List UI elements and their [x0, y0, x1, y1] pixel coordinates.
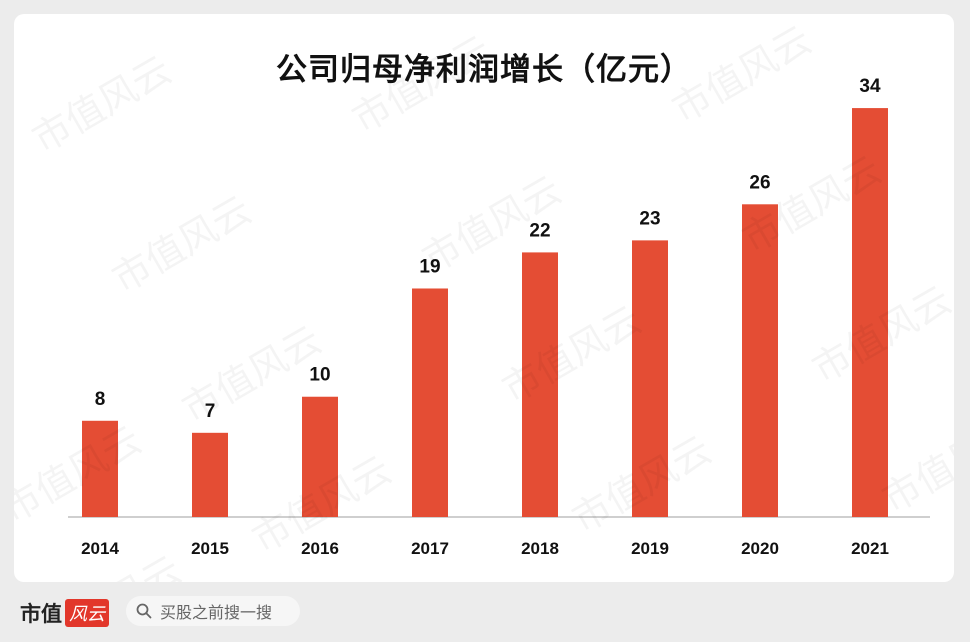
category-label-2017: 2017	[411, 539, 449, 558]
search-placeholder: 买股之前搜一搜	[160, 603, 273, 622]
category-label-2018: 2018	[521, 539, 559, 558]
bar-2018	[522, 252, 558, 518]
value-label-2019: 23	[639, 208, 660, 229]
brand-text: 市值	[20, 601, 62, 626]
bar-2019	[632, 240, 668, 518]
brand-logo[interactable]: 市值 风云	[20, 598, 109, 628]
value-label-2018: 22	[529, 220, 550, 241]
category-label-2014: 2014	[81, 539, 119, 558]
search-box[interactable]: 买股之前搜一搜	[126, 596, 300, 626]
value-label-2020: 26	[749, 172, 770, 193]
bar-chart: 8 2014 7 2015 10 2016 19 2017 22 2018 23 2019 26 2020…	[68, 76, 930, 558]
value-label-2016: 10	[309, 365, 330, 386]
value-label-2021: 34	[859, 76, 881, 97]
chart-title: 公司归母净利润增长（亿元）	[276, 52, 692, 88]
brand-badge: 风云	[65, 599, 109, 627]
bars-group: 8 2014 7 2015 10 2016 19 2017 22 2018 23 2019 26 2020…	[81, 76, 889, 558]
bar-2017	[412, 288, 448, 517]
category-label-2020: 2020	[741, 539, 779, 558]
bar-2020	[742, 204, 778, 517]
bar-2021	[852, 108, 888, 517]
category-label-2016: 2016	[301, 539, 339, 558]
value-label-2015: 7	[205, 401, 216, 422]
value-label-2017: 19	[419, 256, 440, 277]
search-icon	[136, 603, 152, 619]
bar-2016	[302, 396, 338, 517]
category-label-2015: 2015	[191, 539, 229, 558]
category-label-2019: 2019	[631, 539, 669, 558]
bar-2014	[82, 420, 118, 517]
footer: 市值 风云 买股之前搜一搜	[0, 590, 970, 642]
chart-card: 公司归母净利润增长（亿元） 8 2014 7 2015 10 2016 19 2017 22 20…	[14, 14, 954, 582]
category-label-2021: 2021	[851, 539, 889, 558]
value-label-2014: 8	[95, 389, 106, 410]
bar-2015	[192, 432, 228, 517]
